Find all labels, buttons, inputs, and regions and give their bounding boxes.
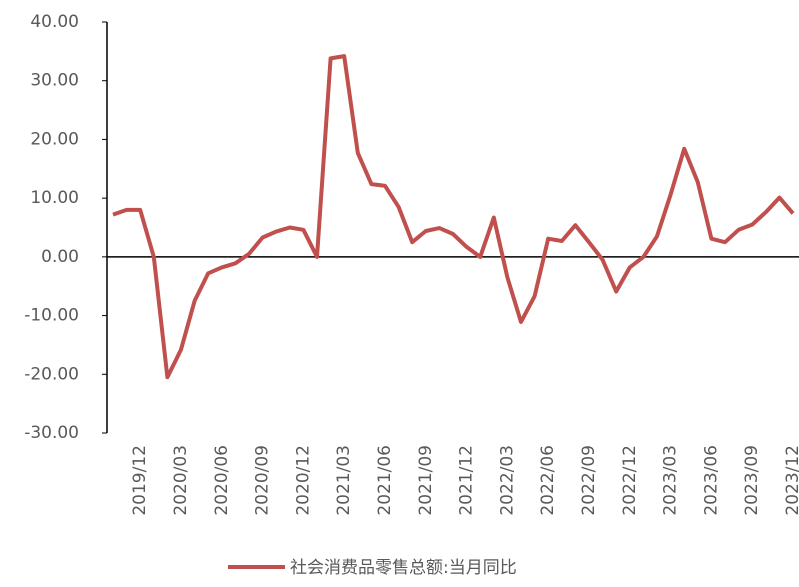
y-tick-label: 30.00 (30, 71, 79, 91)
x-tick-label: 2022/12 (620, 445, 640, 516)
y-tick-label: -20.00 (24, 364, 79, 384)
legend-label: 社会消费品零售总额:当月同比 (290, 558, 517, 578)
data-line (112, 54, 795, 380)
x-tick-label: 2021/09 (416, 445, 436, 516)
x-tick-label: 2020/09 (253, 445, 273, 516)
y-tick-label: 10.00 (30, 188, 79, 208)
y-tick-label: 40.00 (30, 12, 79, 32)
x-tick-label: 2019/12 (130, 445, 150, 516)
x-tick-label: 2023/06 (701, 445, 721, 516)
x-tick-label: 2021/03 (334, 445, 354, 516)
x-tick-label: 2022/06 (538, 445, 558, 516)
x-tick-label: 2020/06 (212, 445, 232, 516)
y-tick-label: -30.00 (24, 423, 79, 443)
y-tick-label: 20.00 (30, 129, 79, 149)
y-tick-label: -10.00 (24, 306, 79, 326)
x-tick-label: 2021/12 (457, 445, 477, 516)
x-tick-label: 2021/06 (375, 445, 395, 516)
x-tick-label: 2022/09 (579, 445, 599, 516)
x-tick-label: 2023/03 (661, 445, 681, 516)
x-tick-label: 2022/03 (497, 445, 517, 516)
x-tick-label: 2020/03 (171, 445, 191, 516)
x-tick-label: 2023/12 (783, 445, 799, 516)
x-tick-label: 2020/12 (293, 445, 313, 516)
x-tick-label: 2023/09 (742, 445, 762, 516)
y-tick-label: 0.00 (41, 247, 79, 267)
